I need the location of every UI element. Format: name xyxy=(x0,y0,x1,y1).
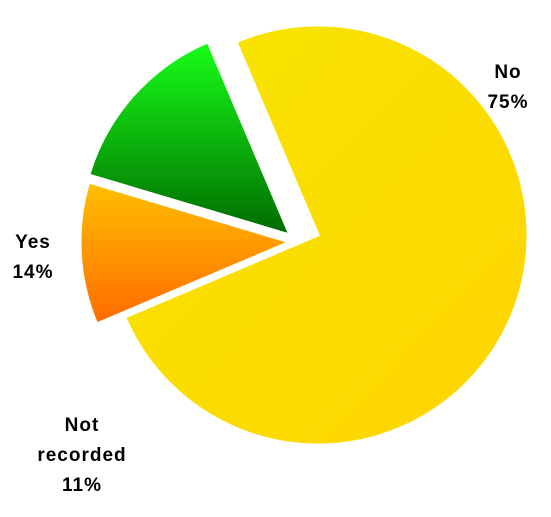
slice-label-no: No 75% xyxy=(472,58,544,118)
slice-label-no-name: No xyxy=(494,62,522,83)
pie-slice-no xyxy=(122,23,530,447)
slice-label-not-recorded-value: 11% xyxy=(62,475,102,496)
slice-label-not-recorded-name-1: Not xyxy=(64,415,100,436)
slice-label-yes-name: Yes xyxy=(15,232,51,253)
slice-label-yes-value: 14% xyxy=(12,262,54,283)
slice-label-yes: Yes 14% xyxy=(2,228,64,288)
slice-label-not-recorded-name-2: recorded xyxy=(37,445,127,466)
slice-label-no-value: 75% xyxy=(487,92,529,113)
pie-slice-yes xyxy=(86,39,293,238)
slice-label-not-recorded: Not recorded 11% xyxy=(22,411,142,501)
pie-slice-not-recorded xyxy=(78,180,295,327)
